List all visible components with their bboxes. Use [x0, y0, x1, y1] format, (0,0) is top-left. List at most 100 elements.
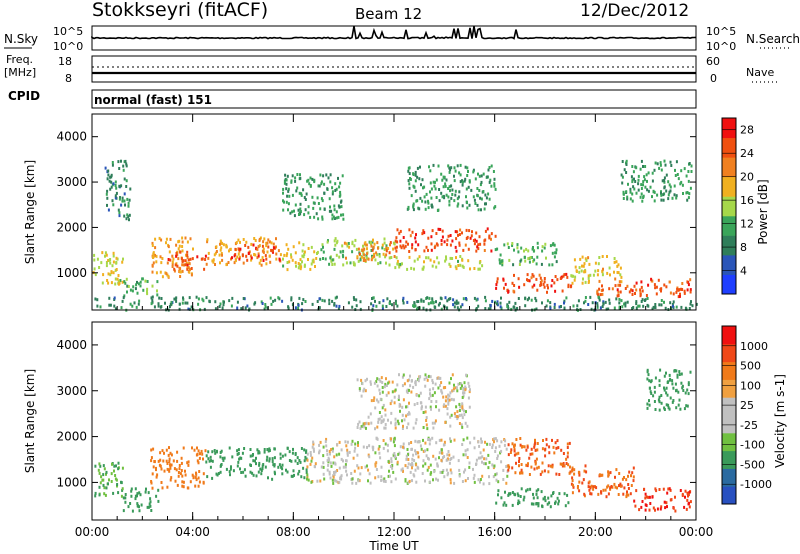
data-cell [545, 304, 548, 308]
data-cell [220, 449, 223, 453]
data-cell [351, 477, 354, 481]
data-cell [259, 236, 262, 240]
data-cell [454, 414, 457, 418]
data-cell [583, 301, 585, 305]
data-cell [476, 245, 479, 249]
data-cell [625, 159, 628, 163]
data-cell [261, 302, 264, 305]
data-cell [384, 423, 387, 426]
data-cell [124, 281, 127, 285]
data-cell [169, 478, 172, 482]
data-cell [620, 484, 622, 488]
data-cell [452, 303, 455, 307]
data-cell [399, 229, 402, 233]
data-cell [440, 242, 443, 246]
data-cell [397, 422, 400, 426]
data-cell [605, 307, 608, 311]
data-cell [429, 181, 432, 185]
data-cell [327, 176, 330, 180]
data-cell [442, 386, 445, 390]
data-cell [432, 454, 435, 458]
data-cell [378, 388, 381, 392]
data-cell [170, 300, 173, 304]
data-cell [473, 296, 476, 300]
data-cell [117, 461, 120, 465]
data-cell [311, 177, 314, 181]
data-cell [461, 404, 464, 408]
data-cell [136, 504, 139, 508]
y-tick-label: 2000 [56, 430, 87, 444]
data-cell [409, 470, 412, 474]
data-cell [537, 488, 540, 492]
data-cell [451, 257, 454, 260]
data-cell [462, 438, 465, 442]
data-cell [189, 480, 192, 484]
data-cell [621, 477, 624, 481]
data-cell [432, 163, 435, 167]
data-cell [173, 297, 176, 301]
data-cell [484, 238, 487, 242]
data-cell [202, 457, 204, 461]
colorbar-segment [722, 326, 736, 345]
data-cell [381, 306, 384, 310]
data-cell [490, 232, 493, 236]
data-cell [496, 300, 499, 304]
data-cell [671, 304, 674, 308]
data-cell [427, 201, 430, 205]
data-cell [250, 242, 253, 246]
data-cell [382, 439, 385, 442]
data-cell [266, 448, 269, 451]
data-cell [110, 185, 113, 189]
data-cell [391, 466, 394, 470]
data-cell [275, 252, 278, 256]
data-cell [250, 258, 253, 262]
data-cell [414, 449, 417, 453]
data-cell [417, 455, 420, 459]
data-cell [357, 247, 360, 251]
data-cell [156, 473, 159, 477]
data-cell [149, 500, 152, 504]
data-cell [163, 469, 166, 473]
data-cell [158, 236, 161, 240]
data-cell [625, 190, 628, 194]
data-cell [377, 420, 380, 424]
data-cell [312, 206, 315, 210]
data-cell [259, 467, 262, 471]
data-cell [416, 440, 419, 444]
data-cell [432, 180, 435, 184]
data-cell [495, 283, 498, 287]
data-cell [205, 262, 208, 266]
data-cell [331, 192, 334, 196]
data-cell [331, 263, 334, 266]
data-cell [449, 243, 452, 247]
data-cell [275, 257, 278, 261]
data-cell [410, 266, 413, 270]
data-cell [184, 473, 187, 477]
data-cell [613, 482, 616, 486]
data-cell [444, 420, 447, 424]
data-cell [607, 484, 610, 488]
data-cell [195, 453, 198, 457]
data-cell [151, 270, 154, 274]
data-cell [175, 296, 178, 300]
data-cell [447, 400, 450, 404]
data-cell [536, 241, 539, 245]
data-cell [484, 295, 487, 299]
data-cell [305, 468, 308, 472]
data-cell [491, 463, 494, 467]
data-cell [176, 483, 179, 487]
data-cell [338, 466, 341, 470]
colorbar-segment [722, 486, 736, 505]
data-cell [266, 241, 269, 245]
data-cell [126, 284, 129, 288]
data-cell [412, 426, 415, 430]
data-cell [617, 263, 620, 267]
data-cell [490, 237, 492, 241]
data-cell [430, 471, 433, 475]
data-cell [461, 402, 464, 406]
data-cell [642, 180, 645, 184]
data-cell [488, 482, 491, 486]
data-cell [429, 405, 432, 409]
data-cell [632, 185, 635, 189]
data-cell [627, 487, 630, 490]
